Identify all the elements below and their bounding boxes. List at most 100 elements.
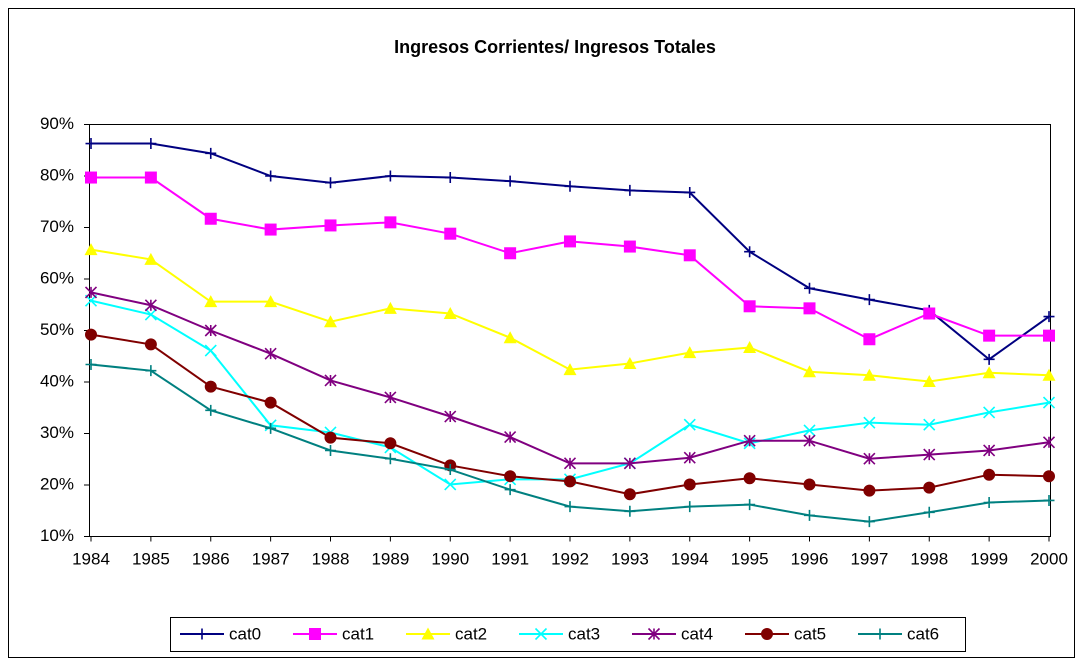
y-tick-label: 80% <box>40 165 74 184</box>
marker <box>144 171 157 184</box>
x-tick-label: 1992 <box>551 549 589 568</box>
y-tick-label: 70% <box>40 217 74 236</box>
marker <box>204 212 217 225</box>
marker <box>743 434 756 447</box>
marker <box>862 368 876 381</box>
marker <box>863 484 876 497</box>
marker <box>804 282 815 294</box>
marker <box>684 501 696 513</box>
y-tick-label: 30% <box>40 423 74 442</box>
marker <box>623 457 636 470</box>
marker <box>804 509 815 521</box>
marker <box>384 453 396 465</box>
marker <box>504 175 516 187</box>
marker <box>1043 329 1055 342</box>
legend-label: cat0 <box>229 624 261 643</box>
marker <box>624 184 636 196</box>
chart-title: Ingresos Corrientes/ Ingresos Totales <box>394 37 716 57</box>
x-tick-label: 1996 <box>791 549 829 568</box>
marker <box>743 472 756 485</box>
marker <box>863 294 875 306</box>
marker <box>324 374 337 387</box>
marker <box>443 307 457 320</box>
marker <box>204 295 218 308</box>
marker <box>923 418 936 431</box>
legend-label: cat4 <box>681 624 713 643</box>
marker <box>983 353 995 365</box>
marker <box>504 247 517 260</box>
marker <box>803 478 816 491</box>
x-tick-label: 1993 <box>611 549 649 568</box>
marker <box>84 286 98 299</box>
marker <box>1043 470 1055 483</box>
marker <box>444 464 456 476</box>
marker <box>1042 396 1056 409</box>
y-tick-label: 50% <box>40 320 74 339</box>
marker <box>803 434 816 447</box>
marker <box>922 374 936 387</box>
legend-label: cat6 <box>907 624 939 643</box>
marker <box>204 324 217 337</box>
marker <box>983 444 996 457</box>
marker <box>325 444 336 456</box>
marker <box>264 295 278 308</box>
marker <box>204 380 217 393</box>
marker <box>623 356 637 369</box>
x-tick-label: 1986 <box>192 549 230 568</box>
legend-label: cat2 <box>455 624 487 643</box>
marker <box>623 240 636 253</box>
marker <box>623 488 636 501</box>
marker <box>983 497 995 509</box>
x-tick-label: 1989 <box>371 549 409 568</box>
marker <box>982 366 996 379</box>
marker <box>564 475 576 488</box>
marker <box>923 307 936 320</box>
marker <box>863 452 876 465</box>
marker <box>205 404 217 416</box>
marker <box>324 315 337 328</box>
marker <box>1042 436 1056 449</box>
marker <box>647 627 661 641</box>
marker <box>923 448 936 461</box>
marker <box>444 410 457 423</box>
marker <box>383 301 397 314</box>
x-tick-label: 1985 <box>132 549 170 568</box>
marker <box>324 431 337 444</box>
legend-label: cat1 <box>342 624 374 643</box>
marker <box>534 627 548 641</box>
marker <box>144 252 158 265</box>
marker <box>563 457 577 470</box>
marker <box>444 172 456 184</box>
marker <box>325 177 336 189</box>
marker <box>144 299 157 312</box>
marker <box>863 416 876 429</box>
marker <box>1043 311 1055 323</box>
chart-border <box>8 8 1075 658</box>
marker <box>683 346 697 359</box>
legend-label: cat5 <box>794 624 826 643</box>
legend-label: cat3 <box>568 624 600 643</box>
marker <box>84 243 98 256</box>
marker <box>683 249 696 262</box>
marker <box>624 505 636 517</box>
marker <box>503 331 517 344</box>
marker <box>264 396 277 409</box>
marker <box>863 333 876 346</box>
x-tick-label: 1994 <box>671 549 709 568</box>
x-tick-label: 1998 <box>910 549 948 568</box>
marker <box>803 302 816 315</box>
marker <box>744 499 756 511</box>
x-tick-label: 1987 <box>252 549 290 568</box>
marker <box>761 628 773 640</box>
marker <box>85 328 97 341</box>
marker <box>264 347 277 360</box>
x-tick-label: 1988 <box>312 549 350 568</box>
marker <box>196 628 208 640</box>
marker <box>85 358 97 370</box>
marker <box>744 246 756 258</box>
y-tick-label: 60% <box>40 268 74 287</box>
y-tick-label: 90% <box>40 114 74 133</box>
marker <box>145 365 157 377</box>
marker <box>265 170 277 182</box>
